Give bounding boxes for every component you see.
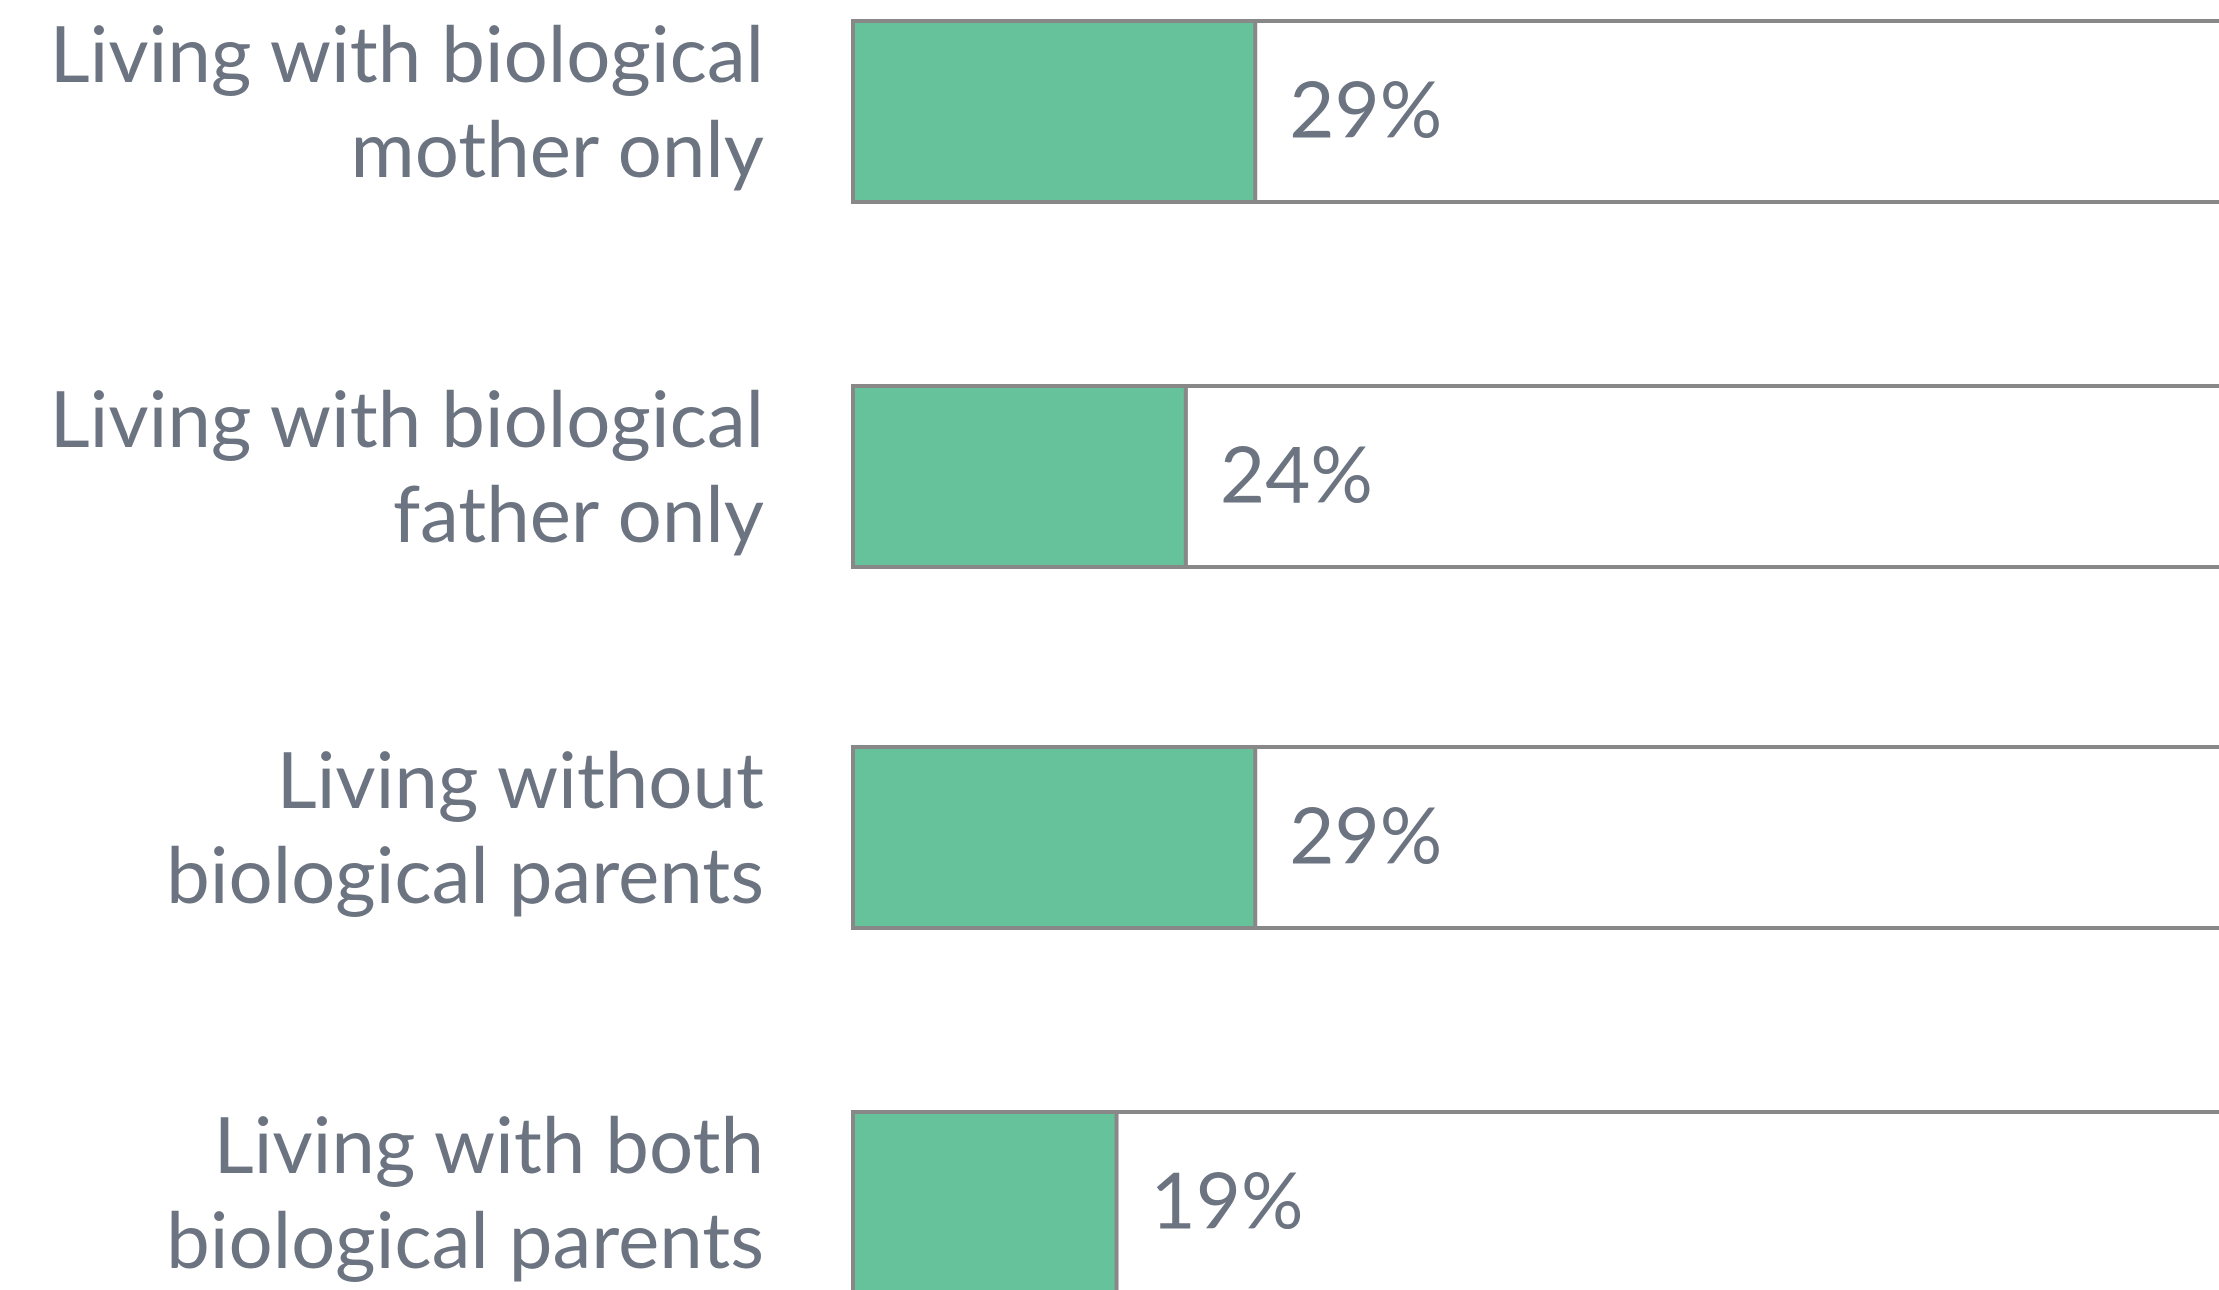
category-label: Living with biological	[50, 5, 764, 99]
value-label: 24%	[1220, 425, 1373, 519]
category-label: biological parents	[166, 1191, 764, 1285]
category-label: Living with both	[214, 1096, 764, 1190]
category-label: Living with biological	[50, 370, 764, 464]
category-label: mother only	[351, 100, 764, 194]
value-label: 29%	[1289, 60, 1442, 154]
category-label: father only	[393, 465, 764, 559]
bar	[851, 384, 1188, 569]
category-label: Living without	[277, 731, 764, 825]
bar	[851, 1110, 1119, 1290]
value-label: 19%	[1151, 1151, 1304, 1245]
value-label: 29%	[1289, 786, 1442, 880]
bar	[851, 19, 1258, 204]
bar	[851, 745, 1258, 930]
category-label: biological parents	[166, 826, 764, 920]
